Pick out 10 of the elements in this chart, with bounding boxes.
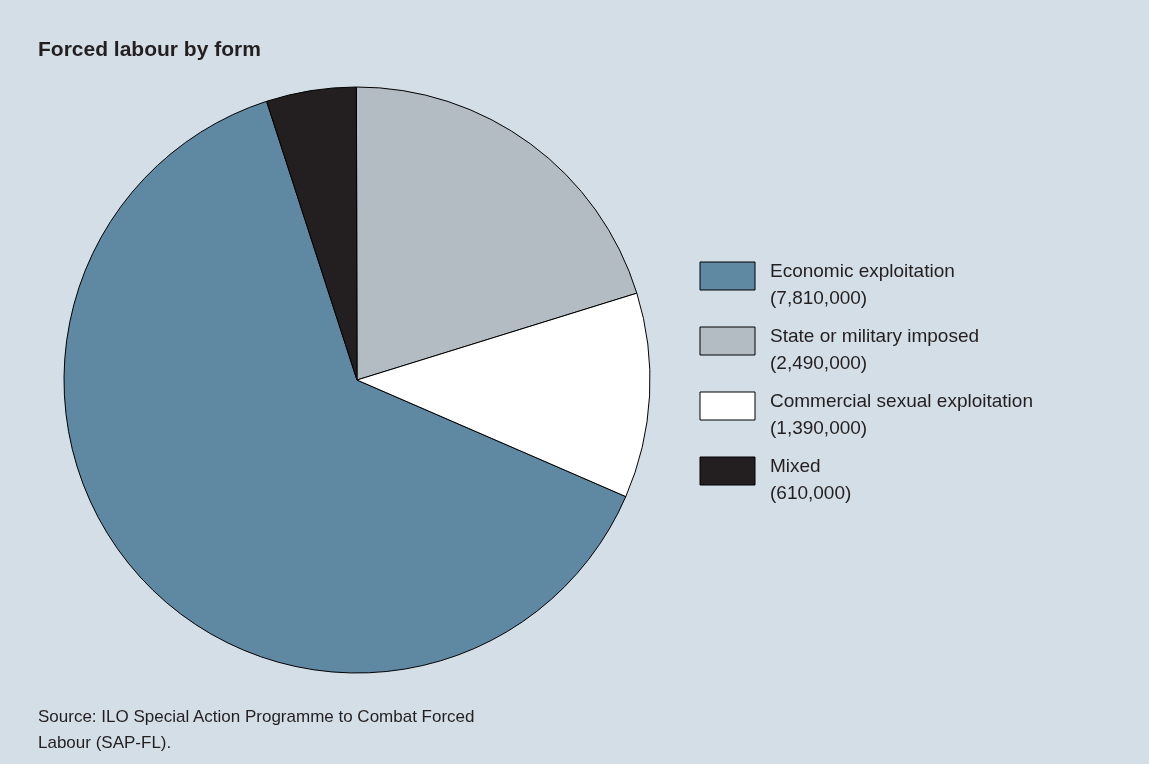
- data-label: (7,810,000): [770, 287, 868, 308]
- chart-title: Forced labour by form: [38, 37, 261, 60]
- legend-label: Mixed: [770, 455, 821, 476]
- legend-label: State or military imposed: [770, 325, 980, 346]
- source-note: Source: ILO Special Action Programme to Combat Forced Labour (SAP-FL).: [38, 707, 475, 752]
- legend-label: Economic exploitation: [770, 260, 955, 281]
- data-label: (1,390,000): [770, 417, 868, 438]
- data-label: (610,000): [770, 482, 852, 503]
- data-label: (2,490,000): [770, 352, 868, 373]
- legend-label: Commercial sexual exploitation: [770, 390, 1033, 411]
